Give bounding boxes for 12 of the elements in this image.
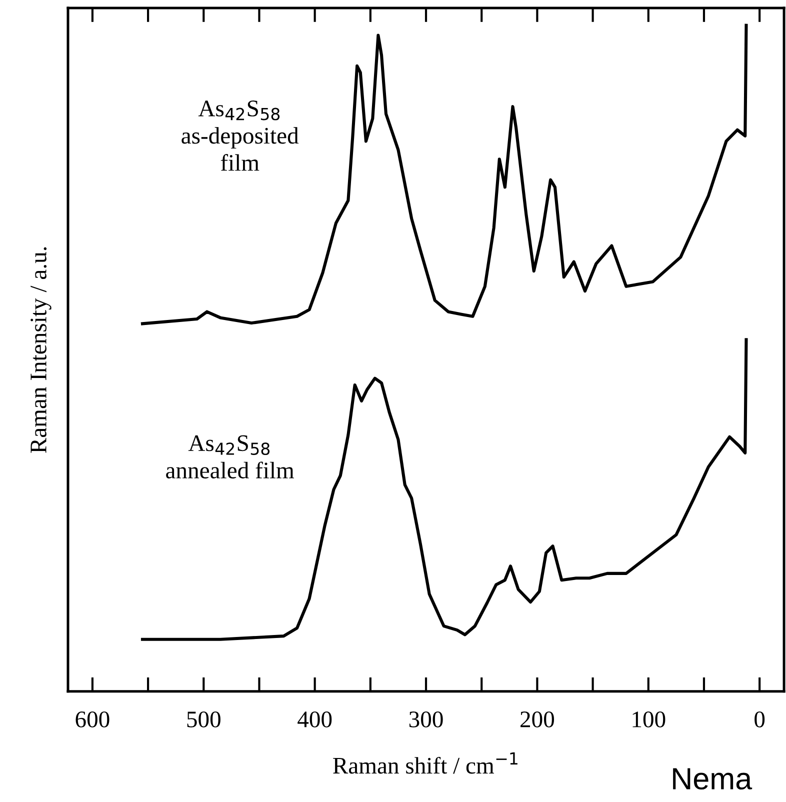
series-label: As$_{42}$S$_{58}$ annealed film <box>166 435 294 478</box>
x-tick-label: 400 <box>298 711 332 728</box>
x-tick-label: 200 <box>520 711 554 728</box>
x-tick-label: 500 <box>187 711 220 728</box>
x-tick-label: 100 <box>632 711 666 728</box>
text: As$_{42}$S$_{58}$ as-deposited film <box>182 100 299 171</box>
text: Nema <box>673 768 752 790</box>
y-axis-title: Raman Intensity / a.u. <box>30 247 52 453</box>
x-tick-label: 600 <box>76 711 110 728</box>
x-tick-label: 300 <box>409 711 443 728</box>
x-tick-label: 0 <box>754 711 765 728</box>
x-axis-title: Raman shift / cm$^{−1}$ <box>333 752 518 774</box>
